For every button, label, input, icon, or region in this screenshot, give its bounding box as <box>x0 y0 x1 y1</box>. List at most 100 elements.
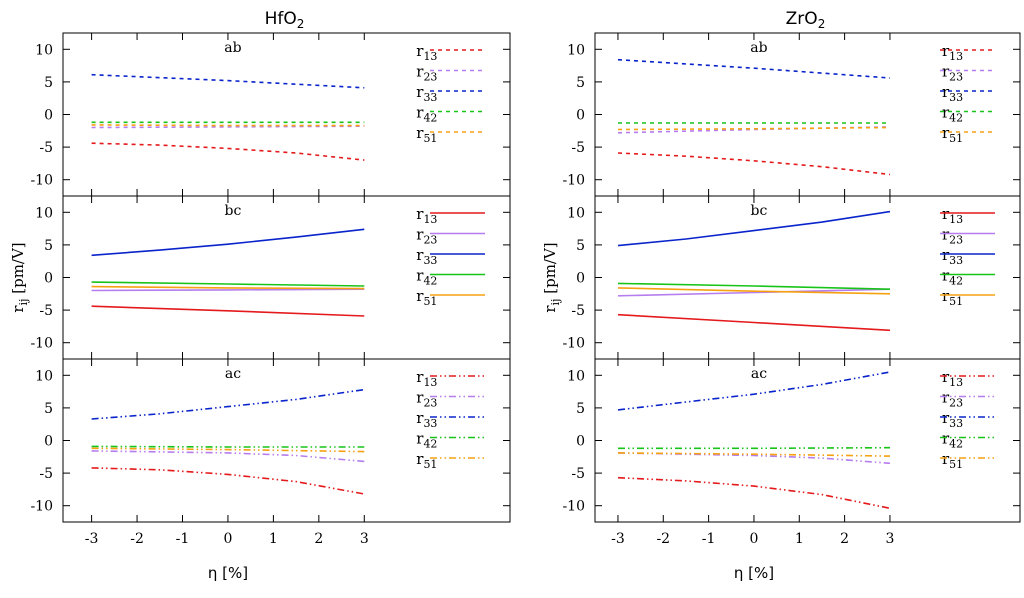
legend-label-r33: r33 <box>416 83 437 104</box>
legend-label-r23: r23 <box>942 389 963 410</box>
legend-label-r51-main: r <box>942 287 950 305</box>
legend-label-r33-sub: 33 <box>949 254 963 267</box>
series-line-r51 <box>617 126 891 131</box>
legend-label-r13-sub: 13 <box>423 376 437 389</box>
legend-label-r13: r13 <box>416 205 437 226</box>
legend-label-r33-main: r <box>416 409 424 427</box>
chart-title-sub: 2 <box>818 17 826 31</box>
series-line-r23 <box>91 125 365 129</box>
series-line-r13 <box>617 152 891 176</box>
legend-label-r23-main: r <box>942 226 950 244</box>
series-line-r33 <box>617 371 891 411</box>
series-line-r23 <box>617 288 891 297</box>
legend-label-r51: r51 <box>416 287 437 308</box>
y-tick-label: 5 <box>576 238 585 254</box>
legend-label-r33-main: r <box>942 246 950 264</box>
legend-label-r33-main: r <box>416 83 424 101</box>
legend-label-r33: r33 <box>942 409 963 430</box>
x-tick-label: 0 <box>749 531 758 547</box>
y-tick-label: 0 <box>576 434 585 450</box>
x-tick-label: -2 <box>656 531 670 547</box>
legend-label-r42-sub: 42 <box>423 438 437 451</box>
y-tick-label: -10 <box>562 336 585 352</box>
legend-label-r23: r23 <box>942 63 963 84</box>
y-axis-label-sub: ij <box>549 299 562 306</box>
legend-label-r23: r23 <box>942 226 963 247</box>
legend-label-r23-sub: 23 <box>423 234 437 247</box>
series-line-r33 <box>617 58 891 79</box>
legend-label-r42-sub: 42 <box>949 112 963 125</box>
legend-label-r51-sub: 51 <box>949 132 963 145</box>
legend-label-r33-sub: 33 <box>949 91 963 104</box>
legend-label-r33-main: r <box>416 246 424 264</box>
legend-label-r42-sub: 42 <box>423 275 437 288</box>
y-tick-label: -5 <box>571 140 585 156</box>
legend-label-r51-main: r <box>416 450 424 468</box>
series-line-r13 <box>91 467 365 495</box>
x-tick-label: 3 <box>360 531 369 547</box>
legend-label-r42-sub: 42 <box>949 275 963 288</box>
panel-label-ac: ac <box>225 366 241 382</box>
y-tick-label: -10 <box>30 336 53 352</box>
y-tick-label: -10 <box>30 173 53 189</box>
legend-label-r23-sub: 23 <box>423 71 437 84</box>
y-axis-label-rest: [pm/V] <box>9 242 27 298</box>
panel-frame <box>62 358 511 523</box>
legend-label-r33-sub: 33 <box>423 417 437 430</box>
legend-label-r51: r51 <box>416 124 437 145</box>
y-tick-label: -5 <box>39 140 53 156</box>
legend-label-r13-sub: 13 <box>423 50 437 63</box>
x-tick-label: 2 <box>840 531 849 547</box>
legend-label-r13: r13 <box>942 205 963 226</box>
x-tick-label: -3 <box>85 531 99 547</box>
legend-label-r13: r13 <box>416 42 437 63</box>
legend-label-r42: r42 <box>942 104 963 125</box>
legend-label-r13-sub: 13 <box>423 213 437 226</box>
legend-label-r51-main: r <box>416 124 424 142</box>
legend-label-r13-main: r <box>416 42 424 60</box>
chart-title-sub: 2 <box>297 17 305 31</box>
legend-label-r51-sub: 51 <box>423 132 437 145</box>
chart-title: HfO2 <box>265 9 305 31</box>
legend-label-r33-sub: 33 <box>423 254 437 267</box>
series-line-r33 <box>91 228 365 257</box>
y-tick-label: 10 <box>567 205 585 221</box>
y-tick-label: -10 <box>562 173 585 189</box>
legend-label-r23-main: r <box>942 63 950 81</box>
x-axis-label: η [%] <box>734 564 774 582</box>
x-tick-label: 3 <box>885 531 894 547</box>
legend-label-r42-main: r <box>942 104 950 122</box>
legend-label-r42-main: r <box>416 104 424 122</box>
legend-label-r23-main: r <box>416 389 424 407</box>
legend-label-r51-main: r <box>942 450 950 468</box>
series-line-r33 <box>91 388 365 420</box>
x-tick-label: -1 <box>702 531 716 547</box>
y-tick-label: -5 <box>39 466 53 482</box>
series-line-r42 <box>91 281 365 287</box>
y-tick-label: 10 <box>35 205 53 221</box>
legend-label-r23-main: r <box>416 226 424 244</box>
series-line-r51 <box>617 452 891 457</box>
x-tick-label: 1 <box>795 531 804 547</box>
legend-label-r13-sub: 13 <box>949 376 963 389</box>
y-tick-label: 10 <box>567 368 585 384</box>
y-axis-label: rij [pm/V] <box>9 242 30 312</box>
y-axis-label-main: r <box>9 305 27 313</box>
legend-label-r33-main: r <box>942 409 950 427</box>
y-tick-label: 10 <box>35 42 53 58</box>
legend-label-r33: r33 <box>416 409 437 430</box>
legend-label-r42: r42 <box>416 430 437 451</box>
legend-label-r23: r23 <box>416 226 437 247</box>
chart-title: ZrO2 <box>786 9 826 31</box>
x-tick-label: 1 <box>269 531 278 547</box>
legend-label-r13-main: r <box>942 368 950 386</box>
legend-label-r13-main: r <box>942 42 950 60</box>
legend-label-r13: r13 <box>416 368 437 389</box>
series-line-r51 <box>617 287 891 295</box>
